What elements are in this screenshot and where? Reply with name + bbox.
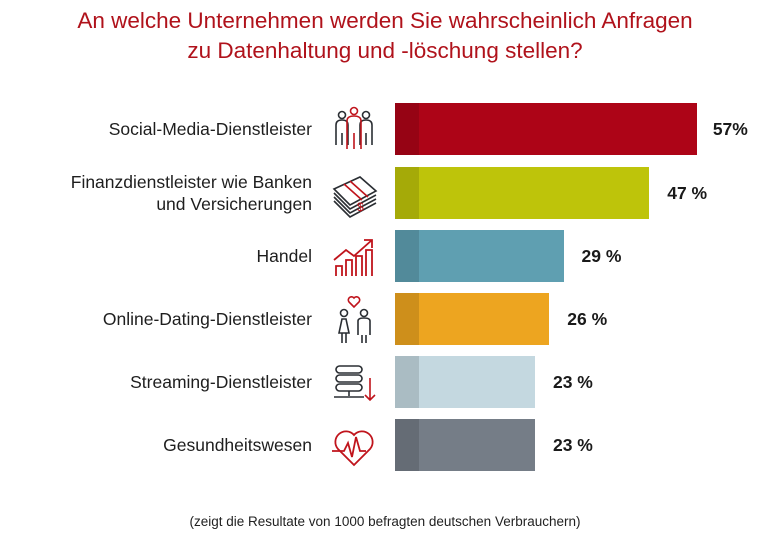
couple-heart-icon [330, 293, 378, 345]
data-label: 29 % [581, 246, 622, 266]
category-label: Streaming-Dienstleister [130, 371, 312, 393]
bar [395, 230, 564, 282]
category-label-line: Online-Dating-Dienstleister [102, 309, 312, 329]
category-label: Online-Dating-Dienstleister [103, 308, 312, 330]
bar-shade [395, 103, 419, 155]
money-stack-icon: $ [330, 167, 378, 219]
footnote: (zeigt die Resultate von 1000 befragten … [189, 514, 581, 529]
heartbeat-icon [330, 419, 378, 471]
bar-shade [395, 230, 419, 282]
bar-shade [395, 167, 419, 219]
category-label: Handel [257, 245, 312, 267]
data-label: 23 % [552, 435, 593, 455]
bar-shade [395, 356, 419, 408]
title-line-1: An welche Unternehmen werden Sie wahrsch… [77, 8, 693, 33]
category-label-line: Finanzdienstleister wie Banken [70, 172, 312, 192]
category-label: Social-Media-Dienstleister [109, 118, 312, 140]
data-label: 23 % [552, 372, 593, 392]
title-line-2: zu Datenhaltung und -löschung stellen? [187, 38, 583, 63]
data-label: 26 % [567, 309, 608, 329]
bar-shade [395, 293, 419, 345]
bar [395, 356, 535, 408]
category-label-line: Social-Media-Dienstleister [108, 119, 312, 139]
data-label: 47 % [667, 183, 708, 203]
category-label: Gesundheitswesen [163, 434, 312, 456]
category-label-line: und Versicherungen [156, 194, 312, 214]
bar-shade [395, 419, 419, 471]
bar [395, 167, 650, 219]
people-group-icon [330, 103, 378, 155]
growth-chart-icon [330, 230, 378, 282]
bar [395, 293, 550, 345]
category-label-line: Handel [256, 246, 312, 266]
data-label: 57% [712, 119, 748, 139]
svg-text:$: $ [357, 200, 364, 214]
server-download-icon [330, 356, 378, 408]
category-label: Finanzdienstleister wie Banken und Versic… [71, 171, 312, 215]
category-label-line: Gesundheitswesen [163, 435, 312, 455]
category-label-line: Streaming-Dienstleister [130, 372, 312, 392]
chart-title: An welche Unternehmen werden Sie wahrsch… [0, 6, 770, 66]
bar [395, 419, 535, 471]
bar [395, 103, 697, 155]
